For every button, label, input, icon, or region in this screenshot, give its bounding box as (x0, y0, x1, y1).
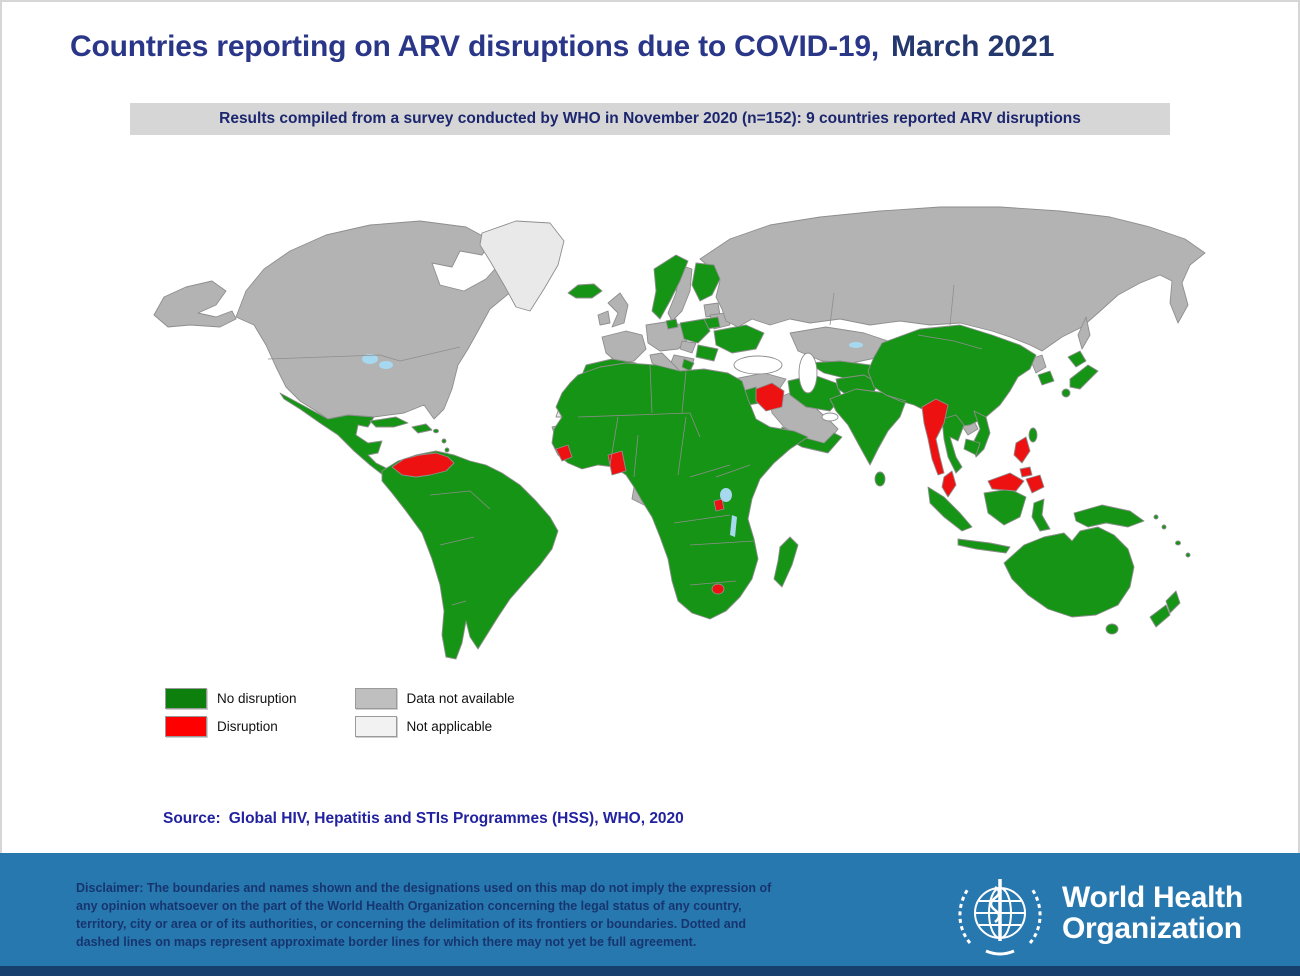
footer-bottom-strip (0, 966, 1300, 976)
countries-no-disruption (279, 254, 1191, 660)
subtitle-text: Results compiled from a survey conducted… (219, 110, 1081, 127)
legend-label: Data not available (406, 691, 515, 706)
legend-label: No disruption (217, 691, 297, 706)
legend-item-data-not-available: Data not available (354, 688, 515, 709)
inland-seas (733, 352, 839, 422)
legend-column-1: No disruption Disruption (165, 688, 297, 737)
legend-swatch-no-disruption (165, 688, 207, 709)
legend-column-2: Data not available Not applicable (354, 688, 515, 737)
world-map (130, 165, 1230, 685)
who-logotype-line2: Organization (1062, 912, 1242, 945)
map-legend: No disruption Disruption Data not availa… (165, 688, 515, 737)
source-line: Source: Global HIV, Hepatitis and STIs Pr… (163, 810, 684, 828)
who-logotype: World Health Organization (1062, 880, 1243, 945)
legend-item-disruption: Disruption (165, 716, 297, 737)
title-date: March 2021 (891, 30, 1055, 63)
legend-swatch-disruption (165, 716, 207, 737)
who-logotype-line1: World Health (1062, 880, 1243, 914)
page-title: Countries reporting on ARV disruptions d… (70, 30, 1250, 64)
legend-item-no-disruption: No disruption (165, 688, 297, 709)
who-emblem-icon (958, 879, 1042, 956)
legend-label: Not applicable (406, 719, 493, 734)
legend-item-not-applicable: Not applicable (354, 716, 515, 737)
legend-swatch-not-applicable (354, 716, 397, 737)
countries-disruption (391, 382, 1045, 595)
source-label: Source: (163, 810, 221, 827)
source-text: Global HIV, Hepatitis and STIs Programme… (228, 810, 684, 827)
country-borders (267, 284, 983, 606)
legend-label: Disruption (217, 719, 278, 734)
who-logo: World Health Organization (952, 865, 1243, 961)
lakes (362, 342, 863, 537)
legend-swatch-data-not-available (354, 688, 397, 709)
subtitle-banner: Results compiled from a survey conducted… (130, 103, 1170, 135)
world-map-svg (153, 206, 1206, 660)
countries-data-not-available (153, 206, 1206, 506)
disclaimer-text: Disclaimer: The boundaries and names sho… (76, 881, 772, 950)
footer-bar: Disclaimer: The boundaries and names sho… (0, 853, 1300, 976)
title-main: Countries reporting on ARV disruptions d… (70, 30, 880, 63)
